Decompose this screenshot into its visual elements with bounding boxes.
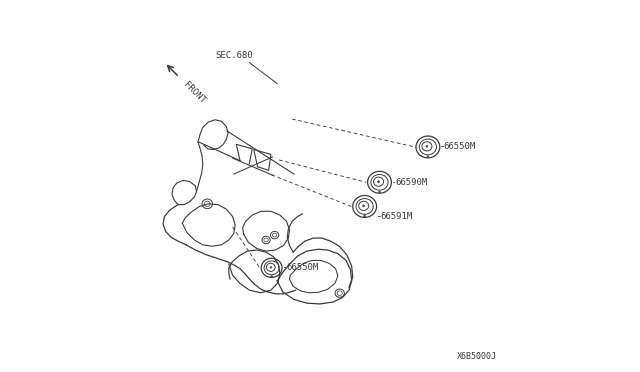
Text: 66591M: 66591M [380,212,413,221]
Text: FRONT: FRONT [182,80,207,105]
Text: 66550M: 66550M [287,263,319,272]
Circle shape [378,181,380,183]
Text: 66550M: 66550M [444,142,476,151]
Circle shape [270,266,271,268]
Text: SEC.680: SEC.680 [215,51,253,60]
Circle shape [426,145,428,147]
Text: X6B5000J: X6B5000J [457,352,497,361]
Text: 66590M: 66590M [395,177,428,186]
Circle shape [363,205,365,207]
